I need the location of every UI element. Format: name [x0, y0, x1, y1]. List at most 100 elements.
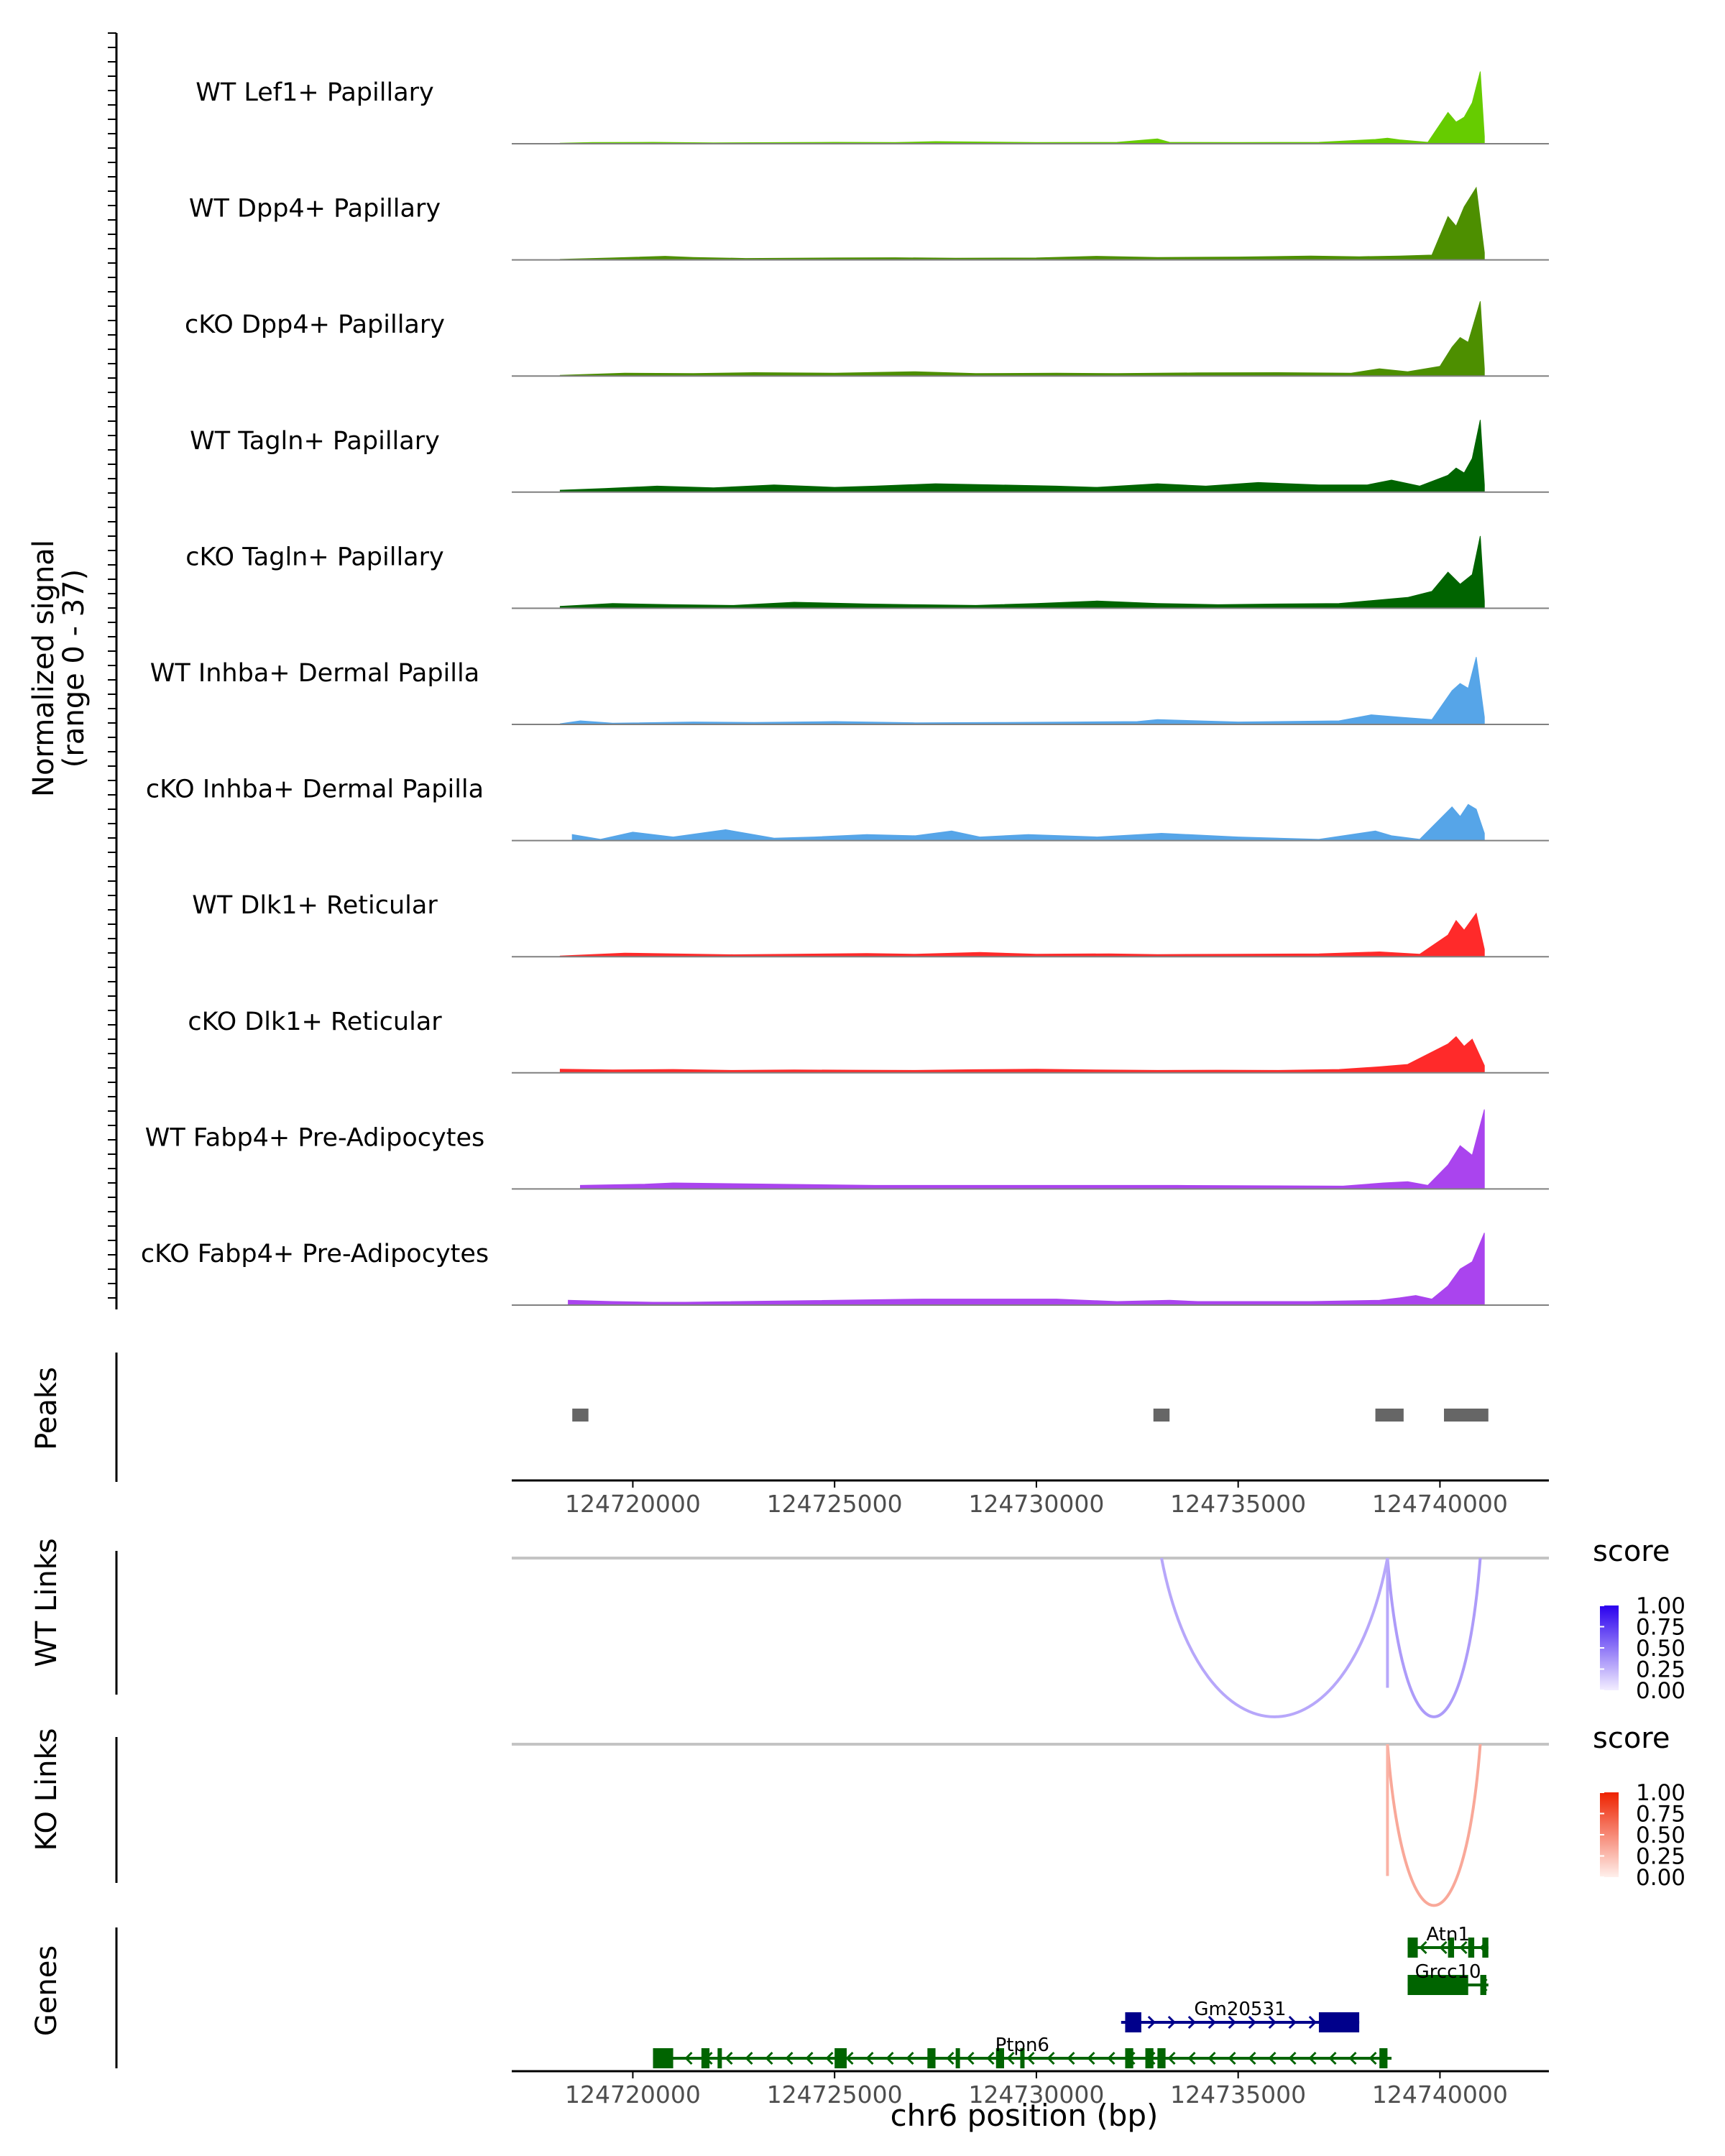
coverage-area — [580, 1109, 1485, 1189]
strand-arrow — [906, 2051, 914, 2065]
x-tick-label: 124730000 — [968, 2081, 1104, 2109]
coverage-y-label-range: (range 0 - 37) — [58, 569, 91, 768]
coverage-track-label: cKO Dpp4+ Papillary — [185, 310, 445, 339]
gene-exon — [995, 2048, 1005, 2068]
coverage-area — [559, 301, 1485, 377]
strand-arrow — [1026, 2051, 1035, 2065]
strand-arrow — [1187, 2051, 1196, 2065]
legend-tick-label: 0.25 — [1636, 1657, 1685, 1683]
coverage-track-label: cKO Fabp4+ Pre-Adipocytes — [141, 1240, 489, 1268]
coverage-y-label: Normalized signal — [27, 540, 60, 797]
coverage-track-label: WT Dpp4+ Papillary — [189, 195, 441, 224]
strand-arrow — [1228, 2015, 1236, 2030]
x-tick-label: 124740000 — [1372, 2081, 1508, 2109]
strand-arrow — [1419, 1940, 1427, 1955]
ko-links-panel — [115, 1737, 1549, 1907]
legend-tick-label: 0.75 — [1636, 1802, 1685, 1828]
ko-score-legend: 1.000.750.500.250.00 — [1600, 1780, 1685, 1891]
coverage-area — [559, 657, 1485, 725]
coverage-track: cKO Dlk1+ Reticular — [188, 1008, 1549, 1074]
wt-score-legend: 1.000.750.500.250.00 — [1600, 1593, 1685, 1704]
strand-arrow — [684, 2051, 693, 2065]
x-axis-title: chr6 position (bp) — [891, 2098, 1159, 2133]
coverage-track: WT Dlk1+ Reticular — [192, 891, 1549, 958]
coverage-track-label: WT Tagln+ Papillary — [190, 427, 440, 456]
gene-exon — [834, 2048, 847, 2068]
coverage-track-label: cKO Tagln+ Papillary — [185, 543, 444, 571]
strand-arrow — [1147, 2015, 1156, 2030]
legend-tick-label: 0.50 — [1636, 1636, 1685, 1662]
strand-arrow — [1268, 2015, 1276, 2030]
strand-arrow — [1107, 2051, 1116, 2065]
strand-arrow — [765, 2051, 773, 2065]
gene-exon — [1480, 1975, 1486, 1995]
coverage-area — [571, 803, 1485, 842]
gene-exon — [653, 2048, 673, 2068]
strand-arrow — [966, 2051, 975, 2065]
strand-arrow — [805, 2051, 814, 2065]
peak-region — [1444, 1409, 1489, 1422]
x-tick-label: 124720000 — [565, 1490, 701, 1518]
x-tick-label: 124720000 — [565, 2081, 701, 2109]
gene-model: Atn1 — [1407, 1924, 1489, 1958]
ko-links-track-label: KO Links — [30, 1728, 63, 1851]
gene-model: Gm20531 — [1121, 1999, 1360, 2032]
legend-tick-label: 0.00 — [1636, 1865, 1685, 1891]
strand-arrow — [1006, 2051, 1015, 2065]
coverage-area — [559, 912, 1485, 957]
strand-arrow — [1268, 2051, 1276, 2065]
coverage-track-label: WT Lef1+ Papillary — [196, 78, 434, 107]
coverage-track: WT Dpp4+ Papillary — [189, 186, 1549, 261]
ko-legend-title: score — [1593, 1722, 1670, 1755]
genes-panel: Atn1 Grcc10 Gm20531 Ptpn6 — [115, 1924, 1489, 2068]
coverage-area — [568, 1233, 1485, 1306]
wt-links-track-label: WT Links — [30, 1538, 63, 1667]
coverage-track: cKO Inhba+ Dermal Papilla — [146, 775, 1549, 842]
wt-legend-title: score — [1593, 1535, 1670, 1568]
coverage-track: cKO Fabp4+ Pre-Adipocytes — [141, 1233, 1549, 1306]
coverage-track: WT Lef1+ Papillary — [196, 71, 1549, 144]
gene-exon — [1125, 2012, 1141, 2032]
gene-name-label: Ptpn6 — [995, 2035, 1049, 2056]
coverage-area — [559, 535, 1485, 609]
coverage-panel: WT Lef1+ Papillary WT Dpp4+ Papillary cKO … — [108, 32, 1549, 1309]
gene-exon — [1379, 2048, 1388, 2068]
wt-links-panel — [115, 1551, 1549, 1718]
gene-exon — [1407, 1975, 1468, 1995]
peaks-track-label: Peaks — [30, 1367, 63, 1450]
gene-exon — [1468, 1938, 1475, 1958]
strand-arrow — [1459, 1940, 1468, 1955]
x-tick-label: 124740000 — [1372, 1490, 1508, 1518]
strand-arrow — [1167, 2015, 1176, 2030]
strand-arrow — [1208, 2015, 1216, 2030]
legend-tick-label: 1.00 — [1636, 1593, 1685, 1619]
coverage-area — [559, 420, 1485, 493]
strand-arrow — [1439, 1940, 1448, 1955]
coverage-track-label: WT Dlk1+ Reticular — [192, 891, 438, 920]
coverage-track: WT Tagln+ Papillary — [190, 420, 1549, 493]
link-arc — [1386, 1743, 1482, 1907]
legend-tick-label: 0.50 — [1636, 1823, 1685, 1848]
coverage-track-label: cKO Dlk1+ Reticular — [188, 1008, 442, 1036]
gene-exon — [927, 2048, 936, 2068]
strand-arrow — [1228, 2051, 1236, 2065]
gene-exon — [701, 2048, 710, 2068]
peak-region — [1153, 1409, 1170, 1422]
strand-arrow — [1328, 2051, 1337, 2065]
gene-model: Grcc10 — [1407, 1961, 1489, 1995]
strand-arrow — [745, 2051, 753, 2065]
strand-arrow — [1308, 2051, 1317, 2065]
coverage-track: cKO Dpp4+ Papillary — [185, 301, 1549, 377]
gene-exon — [1157, 2048, 1166, 2068]
strand-arrow — [1288, 2051, 1297, 2065]
strand-arrow — [886, 2051, 894, 2065]
gene-exon — [717, 2048, 722, 2068]
legend-tick-label: 1.00 — [1636, 1780, 1685, 1806]
strand-arrow — [1187, 2015, 1196, 2030]
strand-arrow — [1248, 2015, 1256, 2030]
strand-arrow — [1208, 2051, 1216, 2065]
coverage-track-label: WT Inhba+ Dermal Papilla — [150, 659, 479, 688]
coverage-track: WT Inhba+ Dermal Papilla — [150, 657, 1549, 725]
x-tick-label: 124725000 — [767, 1490, 903, 1518]
